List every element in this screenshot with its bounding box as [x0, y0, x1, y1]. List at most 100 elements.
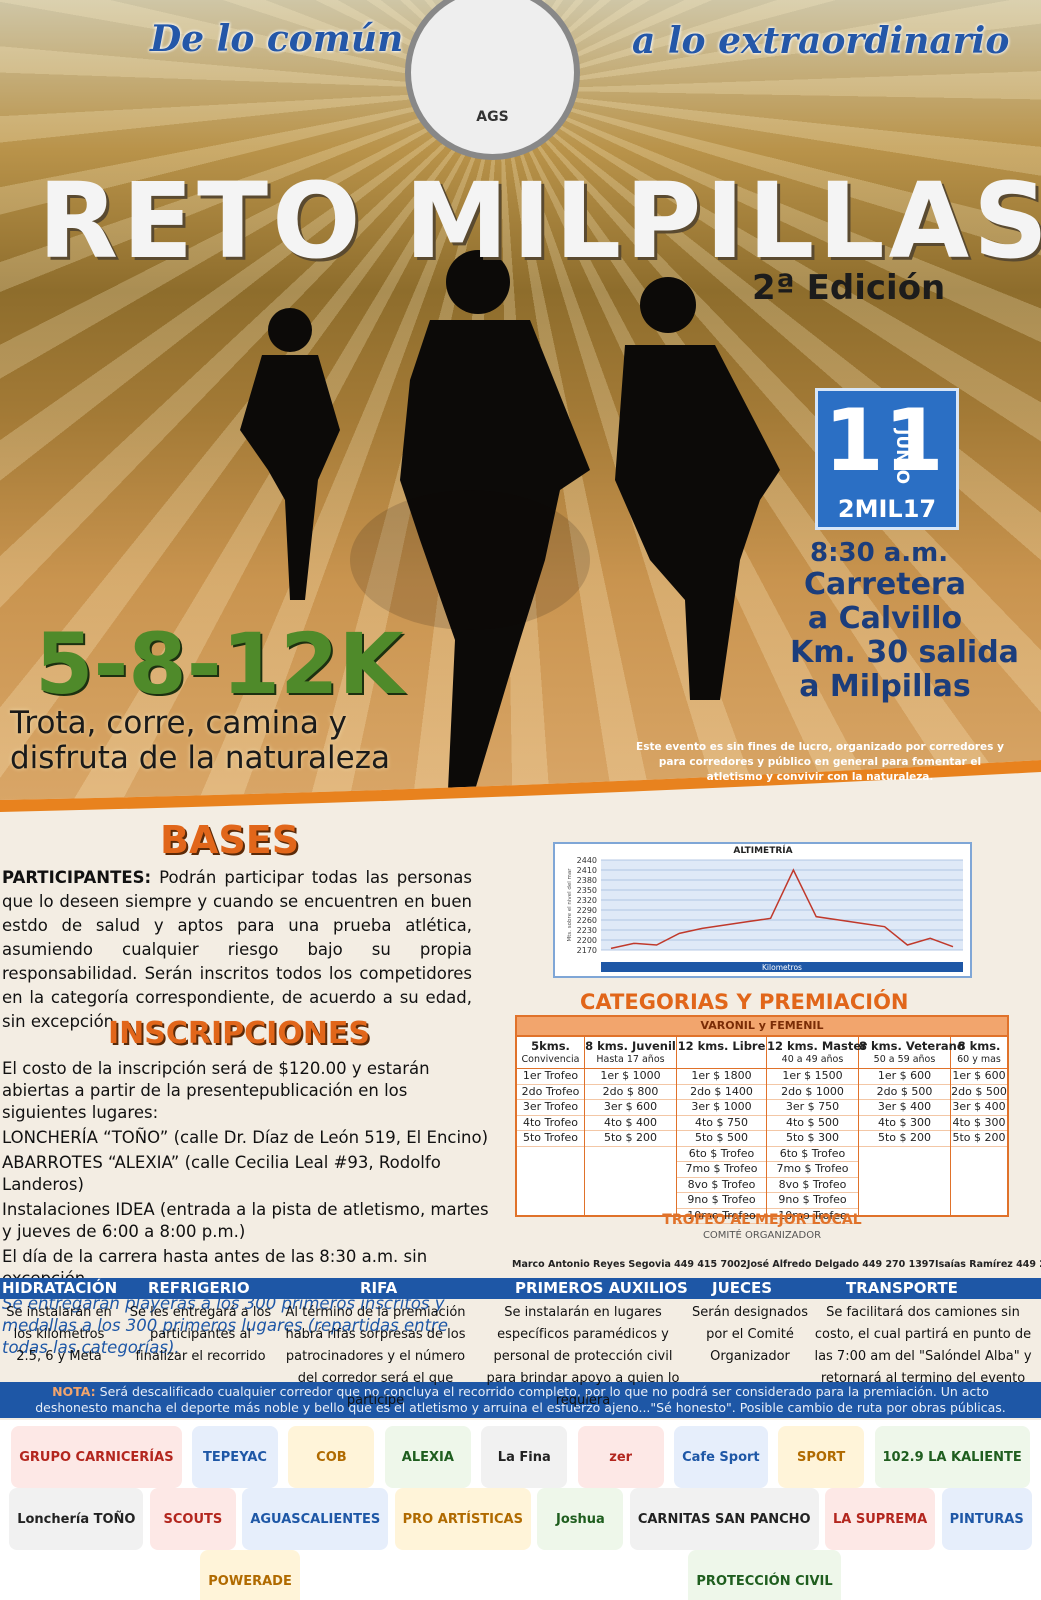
prize-column: 5kms. Convivencia 1er Trofeo 2do Trofeo 3er … [517, 1037, 585, 1215]
prize: 6to $ Trofeo [677, 1147, 766, 1162]
prize: 7mo $ Trofeo [767, 1162, 858, 1178]
date-day: 11 [824, 391, 944, 491]
organizer: COMITÉ ORGANIZADOR [702, 1230, 822, 1241]
prize: 1er $ 1500 [767, 1069, 858, 1085]
x-axis-band [601, 962, 963, 972]
sponsor-logo: ALEXIA [384, 1426, 471, 1488]
sponsor-logo: Lonchería TOÑO [9, 1488, 144, 1550]
column-detail: 50 a 59 años [873, 1054, 936, 1065]
location-line: a Calvillo [807, 601, 963, 636]
sponsor-logo: CARNITAS SAN PANCHO [629, 1488, 819, 1550]
note-label: NOTA: [52, 1384, 96, 1399]
bases-title: BASES [160, 818, 300, 862]
prize: 8vo $ Trofeo [767, 1178, 858, 1193]
y-tick-label: 2350 [577, 886, 597, 895]
column-detail: Hasta 17 años [596, 1054, 665, 1065]
logo: AGS [405, 0, 580, 160]
inscripciones-title: INSCRIPCIONES [108, 1016, 371, 1051]
y-tick-label: 2290 [577, 906, 597, 915]
date-year: 2MIL17 [837, 495, 937, 523]
inscripcion-item: ABARROTES “ALEXIA” (calle Cecilia Leal #… [2, 1153, 441, 1194]
prize: 3er $ 1000 [677, 1100, 766, 1116]
prize-column: 8 kms. 60 y mas 1er $ 600 2do $ 500 3er $ 40… [951, 1037, 1007, 1215]
prize: 5to $ 200 [585, 1131, 676, 1147]
prize: 9no $ Trofeo [767, 1193, 858, 1209]
prize: 7mo $ Trofeo [677, 1162, 766, 1178]
prize: 4to Trofeo [517, 1116, 584, 1131]
column-detail: 40 a 49 años [781, 1054, 844, 1065]
prize-column: 12 kms. Libre 1er $ 1800 2do $ 1400 3er $ 1… [677, 1037, 767, 1224]
sponsor-logo: GRUPO CARNICERÍAS [11, 1426, 182, 1488]
elevation-line [610, 868, 954, 950]
contact: Isaías Ramírez 449 279 7324 [935, 1259, 1041, 1270]
sponsor-logo: COB [288, 1426, 375, 1488]
decoration [0, 250, 1041, 812]
prize: 1er $ 600 [859, 1069, 950, 1085]
prize: 5to Trofeo [517, 1131, 584, 1147]
prize: 8vo $ Trofeo [677, 1178, 766, 1193]
column-detail: Convivencia [521, 1054, 580, 1065]
slogan: Trota, corre, camina y [10, 705, 348, 741]
y-tick-label: 2260 [577, 916, 597, 925]
location: Carretera a Calvillo Km. 30 salida a Milpil… [790, 568, 1019, 704]
sponsor-logo: PINTURAS [941, 1488, 1032, 1550]
prize: 4to $ 750 [677, 1116, 766, 1131]
column-detail: 60 y mas [957, 1054, 1001, 1065]
sponsor-logo: Cafe Sport [674, 1426, 768, 1488]
sponsor-logo: La Fina [481, 1426, 568, 1488]
sponsor-logo: TEPEYAC [192, 1426, 278, 1488]
services-bar [0, 1278, 1041, 1299]
service-text: Se facilitará dos camiones sin costo, el… [814, 1305, 1032, 1386]
prize-column: 8 kms. Veterano 50 a 59 años 1er $ 600 2do … [859, 1037, 965, 1215]
sponsor-logo: PRO ARTÍSTICAS [394, 1488, 531, 1550]
service-title: RIFA [360, 1279, 398, 1297]
prize: 2do $ 500 [951, 1085, 1007, 1100]
column-name: 8 kms. [957, 1039, 1001, 1053]
sponsor-logo: PROTECCIÓN CIVIL [688, 1550, 841, 1600]
date-box: 11 JUNIO 2MIL17 [815, 388, 959, 530]
column-name: 5kms. [531, 1039, 570, 1053]
disclaimer: Este evento es sin fines de lucro, organ… [636, 741, 1004, 783]
location-line: a Milpillas [799, 669, 971, 704]
contact: José Alfredo Delgado 449 270 1397 [746, 1259, 936, 1270]
prize: 10mo Trofeo [767, 1209, 858, 1224]
prize-column: 8 kms. Juvenil Hasta 17 años 1er $ 1000 2do… [585, 1037, 677, 1215]
column-name: 12 kms. Libre [677, 1039, 766, 1053]
contacts: Marco Antonio Reyes Segovia 449 415 7002… [512, 1259, 1041, 1270]
sponsor-logo: AGUASCALIENTES [242, 1488, 389, 1550]
y-tick-label: 2200 [577, 936, 597, 945]
sponsors: GRUPO CARNICERÍAS TEPEYAC COB ALEXIA La Fina… [0, 1420, 1041, 1600]
bases-label: PARTICIPANTES: [2, 868, 152, 887]
prize-table: VARONIL y FEMENIL 5kms. Convivencia 1er Tr… [515, 1015, 1009, 1224]
prize: 3er $ 750 [767, 1100, 858, 1116]
event-title: RETO MILPILLAS [38, 160, 1041, 282]
plot-area [601, 860, 963, 950]
logo-text: AGS [476, 109, 509, 125]
sponsor-logo: SPORT [778, 1426, 865, 1488]
prize: 3er Trofeo [517, 1100, 584, 1116]
location-line: Km. 30 salida [790, 635, 1019, 670]
prize: 2do $ 800 [585, 1085, 676, 1100]
slogan: disfruta de la naturaleza [10, 740, 390, 776]
service-title: REFRIGERIO [148, 1279, 250, 1297]
prize: 3er $ 400 [951, 1100, 1007, 1116]
inscripcion-item: LONCHERÍA “TOÑO” (calle Dr. Díaz de León… [2, 1128, 489, 1147]
column-header: 8 kms. 60 y mas [951, 1037, 1007, 1069]
service-text: Se les entregará a los participantes al … [129, 1305, 272, 1364]
y-tick-label: 2170 [577, 946, 597, 955]
sponsor-logo: LA SUPREMA [824, 1488, 936, 1550]
prize: 2do Trofeo [517, 1085, 584, 1100]
prize: 5to $ 200 [951, 1131, 1007, 1147]
tagline-right: a lo extraordinario [632, 20, 1010, 62]
prize: 9no $ Trofeo [677, 1193, 766, 1209]
service-title: HIDRATACIÓN [2, 1279, 118, 1297]
prize: 4to $ 300 [859, 1116, 950, 1131]
distances: 5-8-12K [35, 615, 404, 713]
note-text: Será descalificado cualquier corredor qu… [35, 1384, 1006, 1415]
prize-column: 12 kms. Master 40 a 49 años 1er $ 1500 2do … [767, 1037, 867, 1224]
prize: 10mo Trofeo [677, 1209, 766, 1224]
sponsor-logo: POWERADE [200, 1550, 300, 1600]
inscripcion-item: Instalaciones IDEA (entrada a la pista d… [2, 1200, 489, 1241]
edition: 2ª Edición [752, 268, 946, 308]
prize: 5to $ 500 [677, 1131, 766, 1147]
